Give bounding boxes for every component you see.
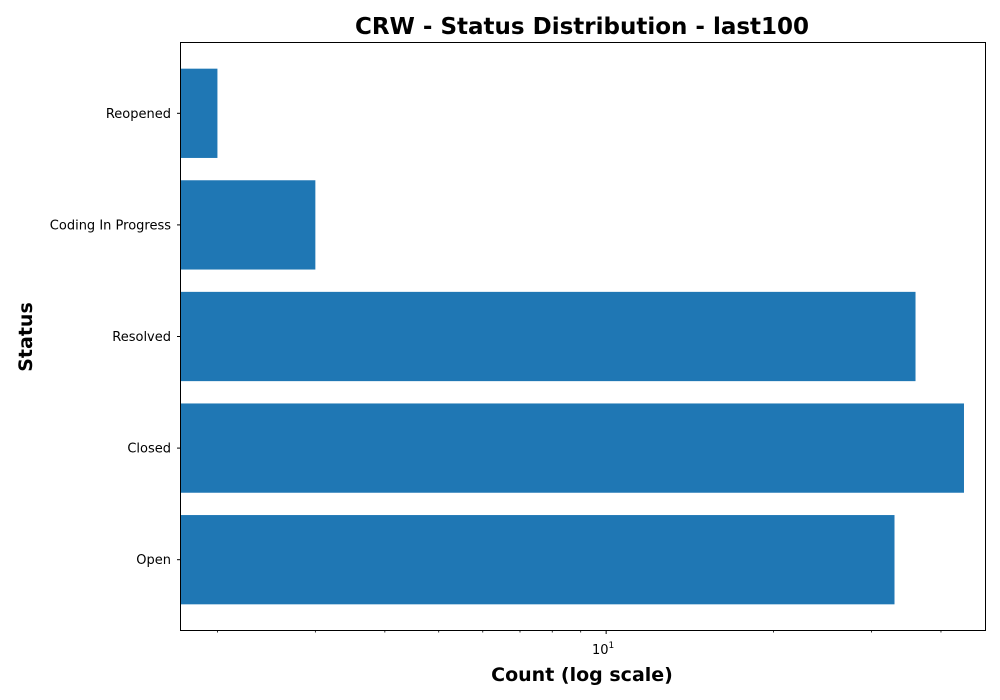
bar-coding-in-progress — [181, 180, 316, 270]
y-tick-label-coding-in-progress: Coding In Progress — [50, 218, 171, 233]
bar-reopened — [181, 68, 218, 158]
bars-group — [181, 68, 964, 605]
x-tick-label: 101 — [592, 641, 614, 658]
x-axis-label: Count (log scale) — [491, 664, 673, 686]
y-axis-label: Status — [15, 302, 37, 372]
bar-closed — [181, 403, 964, 493]
y-tick-label-resolved: Resolved — [112, 330, 171, 345]
y-tick-label-closed: Closed — [127, 442, 171, 457]
bar-resolved — [181, 291, 916, 382]
y-axis-ticks: Open Closed Resolved Coding In Progress Reop… — [50, 107, 181, 568]
y-tick-label-reopened: Reopened — [106, 107, 171, 122]
x-axis-ticks: 101 — [217, 630, 942, 658]
chart-title: CRW - Status Distribution - last100 — [355, 14, 809, 40]
y-tick-label-open: Open — [136, 553, 171, 568]
plot-area-frame — [180, 42, 986, 631]
bar-open — [181, 515, 895, 605]
